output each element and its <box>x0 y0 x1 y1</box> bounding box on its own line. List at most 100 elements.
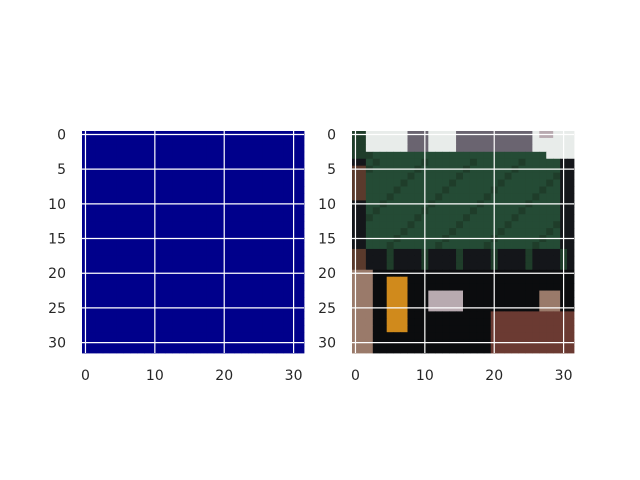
heatmap-cell <box>165 262 173 271</box>
heatmap-cell <box>497 158 506 167</box>
heatmap-cell <box>483 172 492 180</box>
heatmap-cell <box>476 290 485 298</box>
heatmap-cell <box>553 186 561 194</box>
heatmap-cell <box>199 255 208 264</box>
heatmap-cell <box>414 325 422 333</box>
heatmap-cell <box>414 214 422 222</box>
heatmap-cell <box>463 193 471 201</box>
heatmap-cell <box>414 290 422 298</box>
heatmap-cell <box>476 144 485 153</box>
heatmap-cell <box>435 172 443 180</box>
heatmap-cell <box>227 290 236 298</box>
heatmap-cell <box>414 179 422 187</box>
heatmap-cell <box>567 311 575 319</box>
heatmap-cell <box>137 158 145 167</box>
heatmap-cell <box>525 325 533 333</box>
heatmap-cell <box>130 346 138 354</box>
heatmap-cell <box>193 297 201 305</box>
heatmap-cell <box>227 318 236 326</box>
heatmap-cell <box>213 248 222 257</box>
heatmap-cell <box>199 283 208 291</box>
heatmap-cell <box>435 346 443 354</box>
heatmap-cell <box>539 193 547 201</box>
heatmap-cell <box>518 151 526 160</box>
heatmap-cell <box>213 193 222 201</box>
heatmap-cell <box>206 172 215 180</box>
heatmap-cell <box>172 151 180 160</box>
heatmap-cell <box>567 255 575 264</box>
heatmap-cell <box>546 137 554 146</box>
heatmap-cell <box>255 137 263 146</box>
heatmap-cell <box>365 318 374 326</box>
heatmap-cell <box>407 311 415 319</box>
heatmap-cell <box>476 193 485 201</box>
heatmap-cell <box>95 290 104 298</box>
heatmap-cell <box>456 144 464 153</box>
heatmap-cell <box>435 262 443 271</box>
heatmap-cell <box>137 207 145 215</box>
heatmap-cell <box>532 283 540 291</box>
heatmap-cell <box>186 255 194 264</box>
heatmap-cell <box>372 207 381 215</box>
heatmap-cell <box>248 144 256 153</box>
heatmap-cell <box>255 207 263 215</box>
heatmap-cell <box>213 214 222 222</box>
heatmap-cell <box>400 221 408 229</box>
heatmap-cell <box>358 242 367 250</box>
heatmap-cell <box>532 172 540 180</box>
heatmap-cell <box>234 297 242 305</box>
heatmap-cell <box>283 144 291 153</box>
heatmap-cell <box>227 179 236 187</box>
heatmap-cell <box>567 276 575 285</box>
heatmap-cell <box>193 248 201 257</box>
heatmap-cell <box>193 325 201 333</box>
heatmap-cell <box>227 186 236 194</box>
heatmap-cell <box>255 193 263 201</box>
heatmap-cell <box>463 255 471 264</box>
y-tick-label: 10 <box>318 197 336 213</box>
heatmap-cell <box>539 276 547 285</box>
heatmap-cell <box>206 255 215 264</box>
heatmap-cell <box>193 332 201 340</box>
heatmap-cell <box>483 193 492 201</box>
heatmap-cell <box>283 242 291 250</box>
heatmap-cell <box>546 276 554 285</box>
heatmap-cell <box>248 179 256 187</box>
grid-lines <box>82 131 304 353</box>
heatmap-cell <box>456 193 464 201</box>
heatmap-cell <box>199 242 208 250</box>
heatmap-cell <box>130 332 138 340</box>
heatmap-cell <box>213 179 222 187</box>
heatmap-cell <box>456 283 464 291</box>
heatmap-cell <box>393 207 401 215</box>
heatmap-cell <box>158 193 166 201</box>
heatmap-cell <box>276 248 284 257</box>
heatmap-cell <box>497 242 506 250</box>
heatmap-cell <box>393 325 401 333</box>
heatmap-cell <box>297 276 305 285</box>
heatmap-cell <box>476 221 485 229</box>
heatmap-cell <box>137 318 145 326</box>
heatmap-cell <box>269 262 277 271</box>
heatmap-cell <box>116 214 125 222</box>
heatmap-cell <box>95 186 104 194</box>
heatmap-cell <box>365 193 374 201</box>
heatmap-cell <box>546 297 554 305</box>
heatmap-cell <box>386 186 395 194</box>
heatmap-cell <box>227 172 236 180</box>
heatmap-cell <box>414 283 422 291</box>
heatmap-cell <box>137 311 145 319</box>
heatmap-cell <box>158 332 166 340</box>
heatmap-cell <box>386 262 395 271</box>
heatmap-cell <box>532 214 540 222</box>
heatmap-cell <box>234 325 242 333</box>
heatmap-cell <box>213 325 222 333</box>
heatmap-cell <box>358 276 367 285</box>
heatmap-cell <box>297 151 305 160</box>
heatmap-cell <box>158 144 166 153</box>
heatmap-cell <box>525 346 533 354</box>
heatmap-cell <box>255 318 263 326</box>
heatmap-cell <box>365 255 374 264</box>
heatmap-cell <box>442 283 450 291</box>
heatmap-cell <box>428 179 436 187</box>
